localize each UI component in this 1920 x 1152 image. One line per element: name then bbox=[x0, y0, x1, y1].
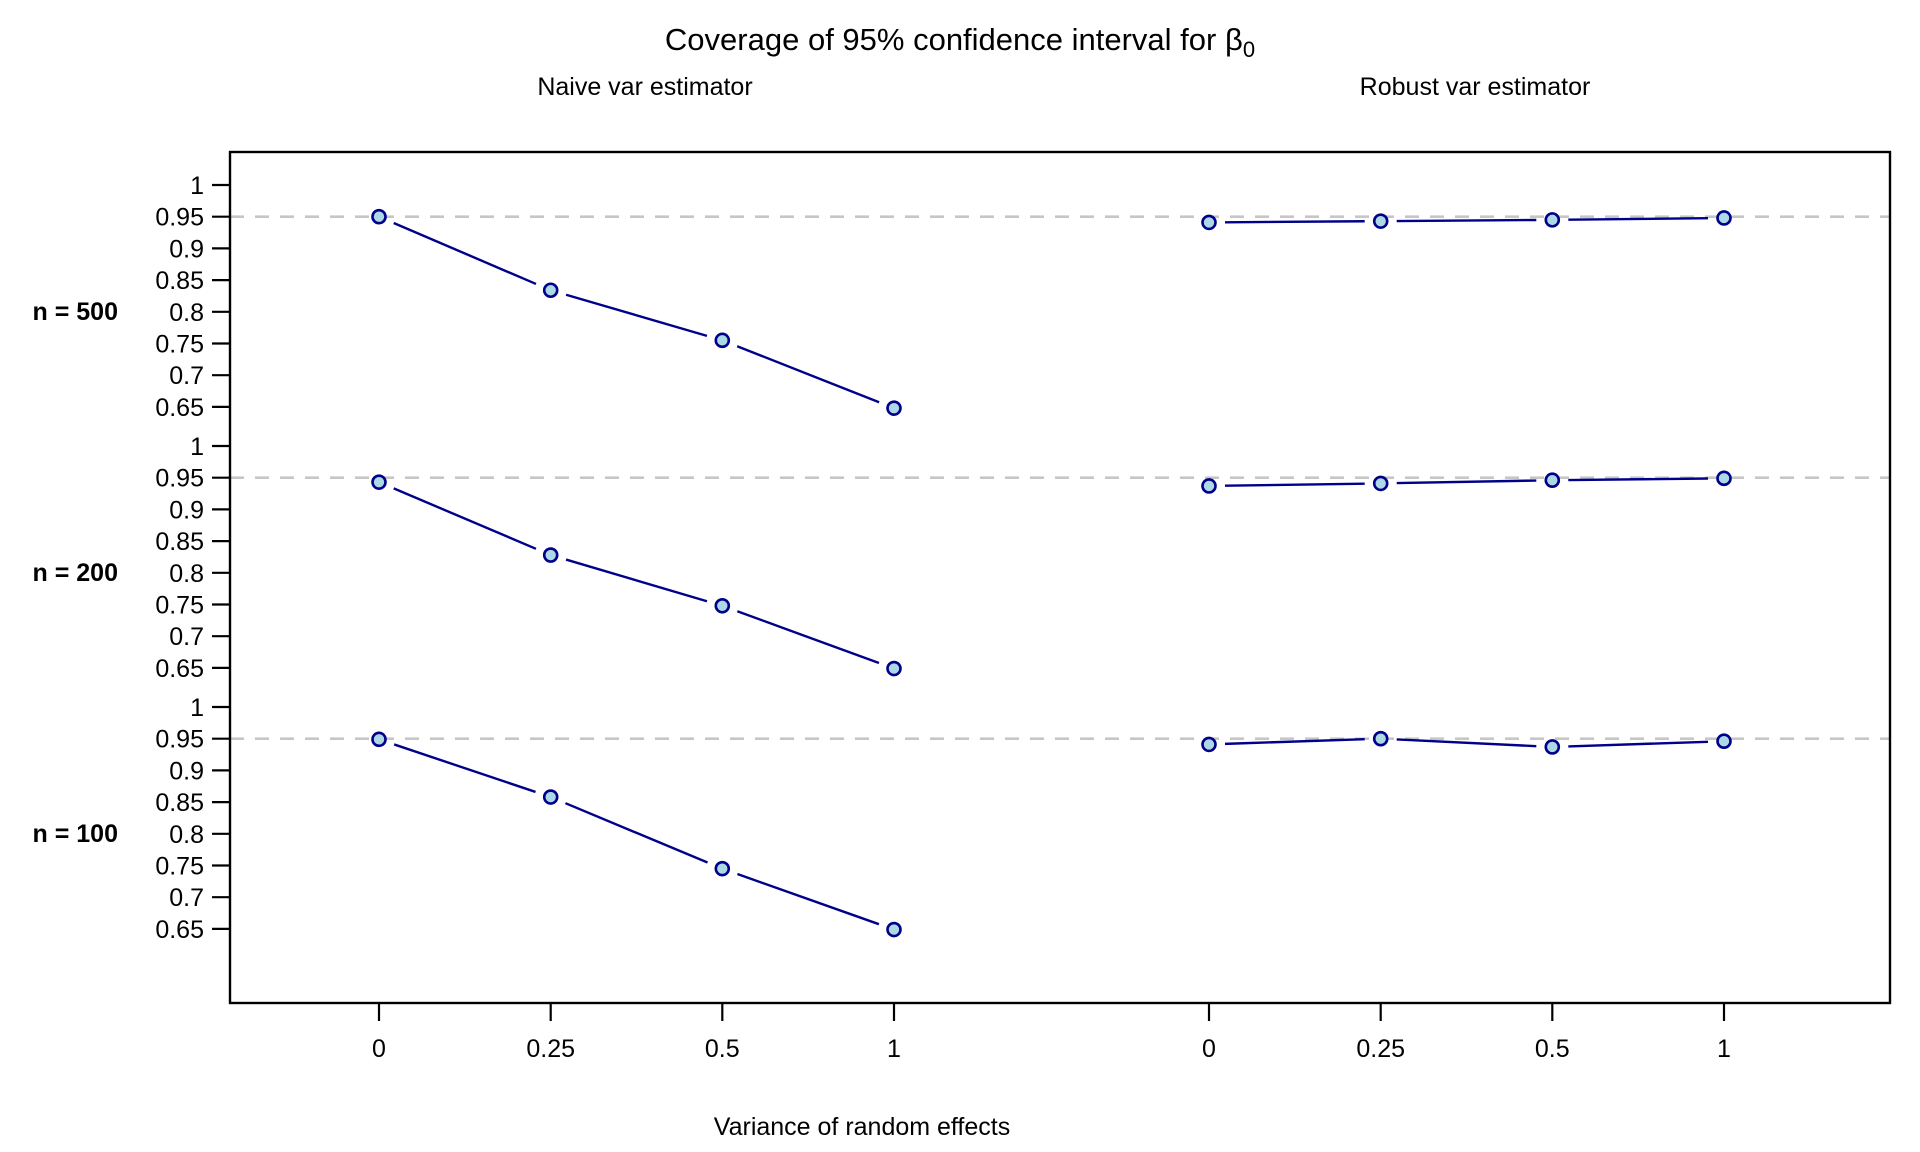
y-tick-label: 1 bbox=[190, 694, 204, 722]
data-point bbox=[542, 282, 559, 299]
series-line-segment bbox=[1224, 482, 1365, 487]
x-tick-label: 0.25 bbox=[526, 1035, 575, 1063]
y-tick-label: 0.9 bbox=[169, 235, 204, 263]
row-label-n100: n = 100 bbox=[32, 820, 118, 848]
series-line-segment bbox=[393, 487, 537, 550]
data-point bbox=[714, 597, 731, 614]
data-point bbox=[1716, 210, 1732, 226]
x-tick-label: 0 bbox=[1202, 1035, 1216, 1063]
series-line-segment bbox=[1224, 738, 1365, 746]
series-line-segment bbox=[1568, 477, 1709, 482]
y-tick-label: 0.65 bbox=[155, 394, 204, 422]
y-tick-label: 0.9 bbox=[169, 496, 204, 524]
data-point bbox=[542, 789, 559, 805]
data-point bbox=[1201, 214, 1217, 231]
chart-title-text: Coverage of 95% confidence interval for bbox=[664, 22, 1225, 57]
plot-box bbox=[228, 150, 1892, 1005]
y-tick-label: 0.75 bbox=[155, 592, 204, 620]
data-point bbox=[371, 208, 387, 225]
data-point bbox=[542, 547, 559, 563]
beta-symbol: β bbox=[1224, 22, 1243, 57]
data-point bbox=[714, 332, 731, 349]
data-point bbox=[371, 731, 387, 748]
y-tick-label: 0.65 bbox=[155, 916, 204, 944]
chart-title: Coverage of 95% confidence interval for … bbox=[0, 22, 1920, 61]
series-line-segment bbox=[736, 345, 880, 404]
row-label-n500: n = 500 bbox=[32, 298, 118, 326]
y-tick-label: 0.8 bbox=[169, 560, 204, 588]
y-tick-label: 0.75 bbox=[155, 331, 204, 359]
y-tick-label: 0.7 bbox=[169, 623, 204, 651]
series-line-segment bbox=[1224, 220, 1365, 224]
y-tick-label: 0.85 bbox=[155, 528, 204, 556]
data-point bbox=[1544, 472, 1561, 489]
x-tick-label: 0.25 bbox=[1356, 1035, 1405, 1063]
data-point bbox=[371, 474, 387, 490]
data-point bbox=[1716, 733, 1732, 750]
data-point bbox=[1201, 478, 1217, 494]
y-tick-label: 0.65 bbox=[155, 655, 204, 683]
series-line-segment bbox=[1568, 216, 1709, 221]
series-line-segment bbox=[565, 293, 708, 337]
series-line-segment bbox=[1396, 218, 1537, 223]
y-tick-label: 0.95 bbox=[155, 204, 204, 232]
y-tick-label: 0.95 bbox=[155, 465, 204, 493]
series-line-segment bbox=[393, 743, 536, 794]
x-tick-label: 1 bbox=[1717, 1035, 1731, 1063]
y-tick-label: 0.7 bbox=[169, 884, 204, 912]
data-point bbox=[1372, 730, 1389, 747]
x-axis-title: Variance of random effects bbox=[713, 1113, 1011, 1141]
row-label-n200: n = 200 bbox=[32, 559, 118, 587]
column-header-robust: Robust var estimator bbox=[1359, 73, 1591, 101]
x-tick-label: 0.5 bbox=[705, 1035, 740, 1063]
y-tick-label: 0.8 bbox=[169, 299, 204, 327]
series-line-segment bbox=[393, 221, 537, 286]
y-tick-label: 0.75 bbox=[155, 853, 204, 881]
series-line-segment bbox=[1396, 479, 1537, 485]
series-line-segment bbox=[736, 610, 880, 665]
x-tick-label: 0.5 bbox=[1535, 1035, 1570, 1063]
data-point bbox=[1372, 213, 1389, 229]
y-tick-label: 1 bbox=[190, 433, 204, 461]
data-point bbox=[886, 400, 902, 416]
data-point bbox=[886, 921, 902, 938]
series-line-segment bbox=[1568, 740, 1709, 748]
y-tick-label: 0.85 bbox=[155, 789, 204, 817]
x-tick-label: 1 bbox=[887, 1035, 901, 1063]
column-header-naive: Naive var estimator bbox=[537, 73, 753, 101]
y-tick-label: 0.7 bbox=[169, 362, 204, 390]
x-tick-label: 0 bbox=[372, 1035, 386, 1063]
y-tick-label: 1 bbox=[190, 172, 204, 200]
data-point bbox=[1544, 739, 1561, 755]
data-point bbox=[1372, 475, 1389, 492]
y-tick-label: 0.9 bbox=[169, 757, 204, 785]
data-point bbox=[1544, 212, 1561, 228]
data-point bbox=[886, 660, 902, 677]
series-line-segment bbox=[1396, 738, 1537, 748]
series-line-segment bbox=[565, 558, 708, 603]
y-tick-label: 0.95 bbox=[155, 726, 204, 754]
data-point bbox=[714, 860, 731, 877]
beta-subscript: 0 bbox=[1242, 37, 1256, 63]
series-line-segment bbox=[565, 802, 708, 864]
data-point bbox=[1201, 736, 1217, 753]
data-point bbox=[1716, 470, 1732, 487]
series-line-segment bbox=[736, 872, 880, 926]
y-tick-label: 0.85 bbox=[155, 267, 204, 295]
y-tick-label: 0.8 bbox=[169, 821, 204, 849]
